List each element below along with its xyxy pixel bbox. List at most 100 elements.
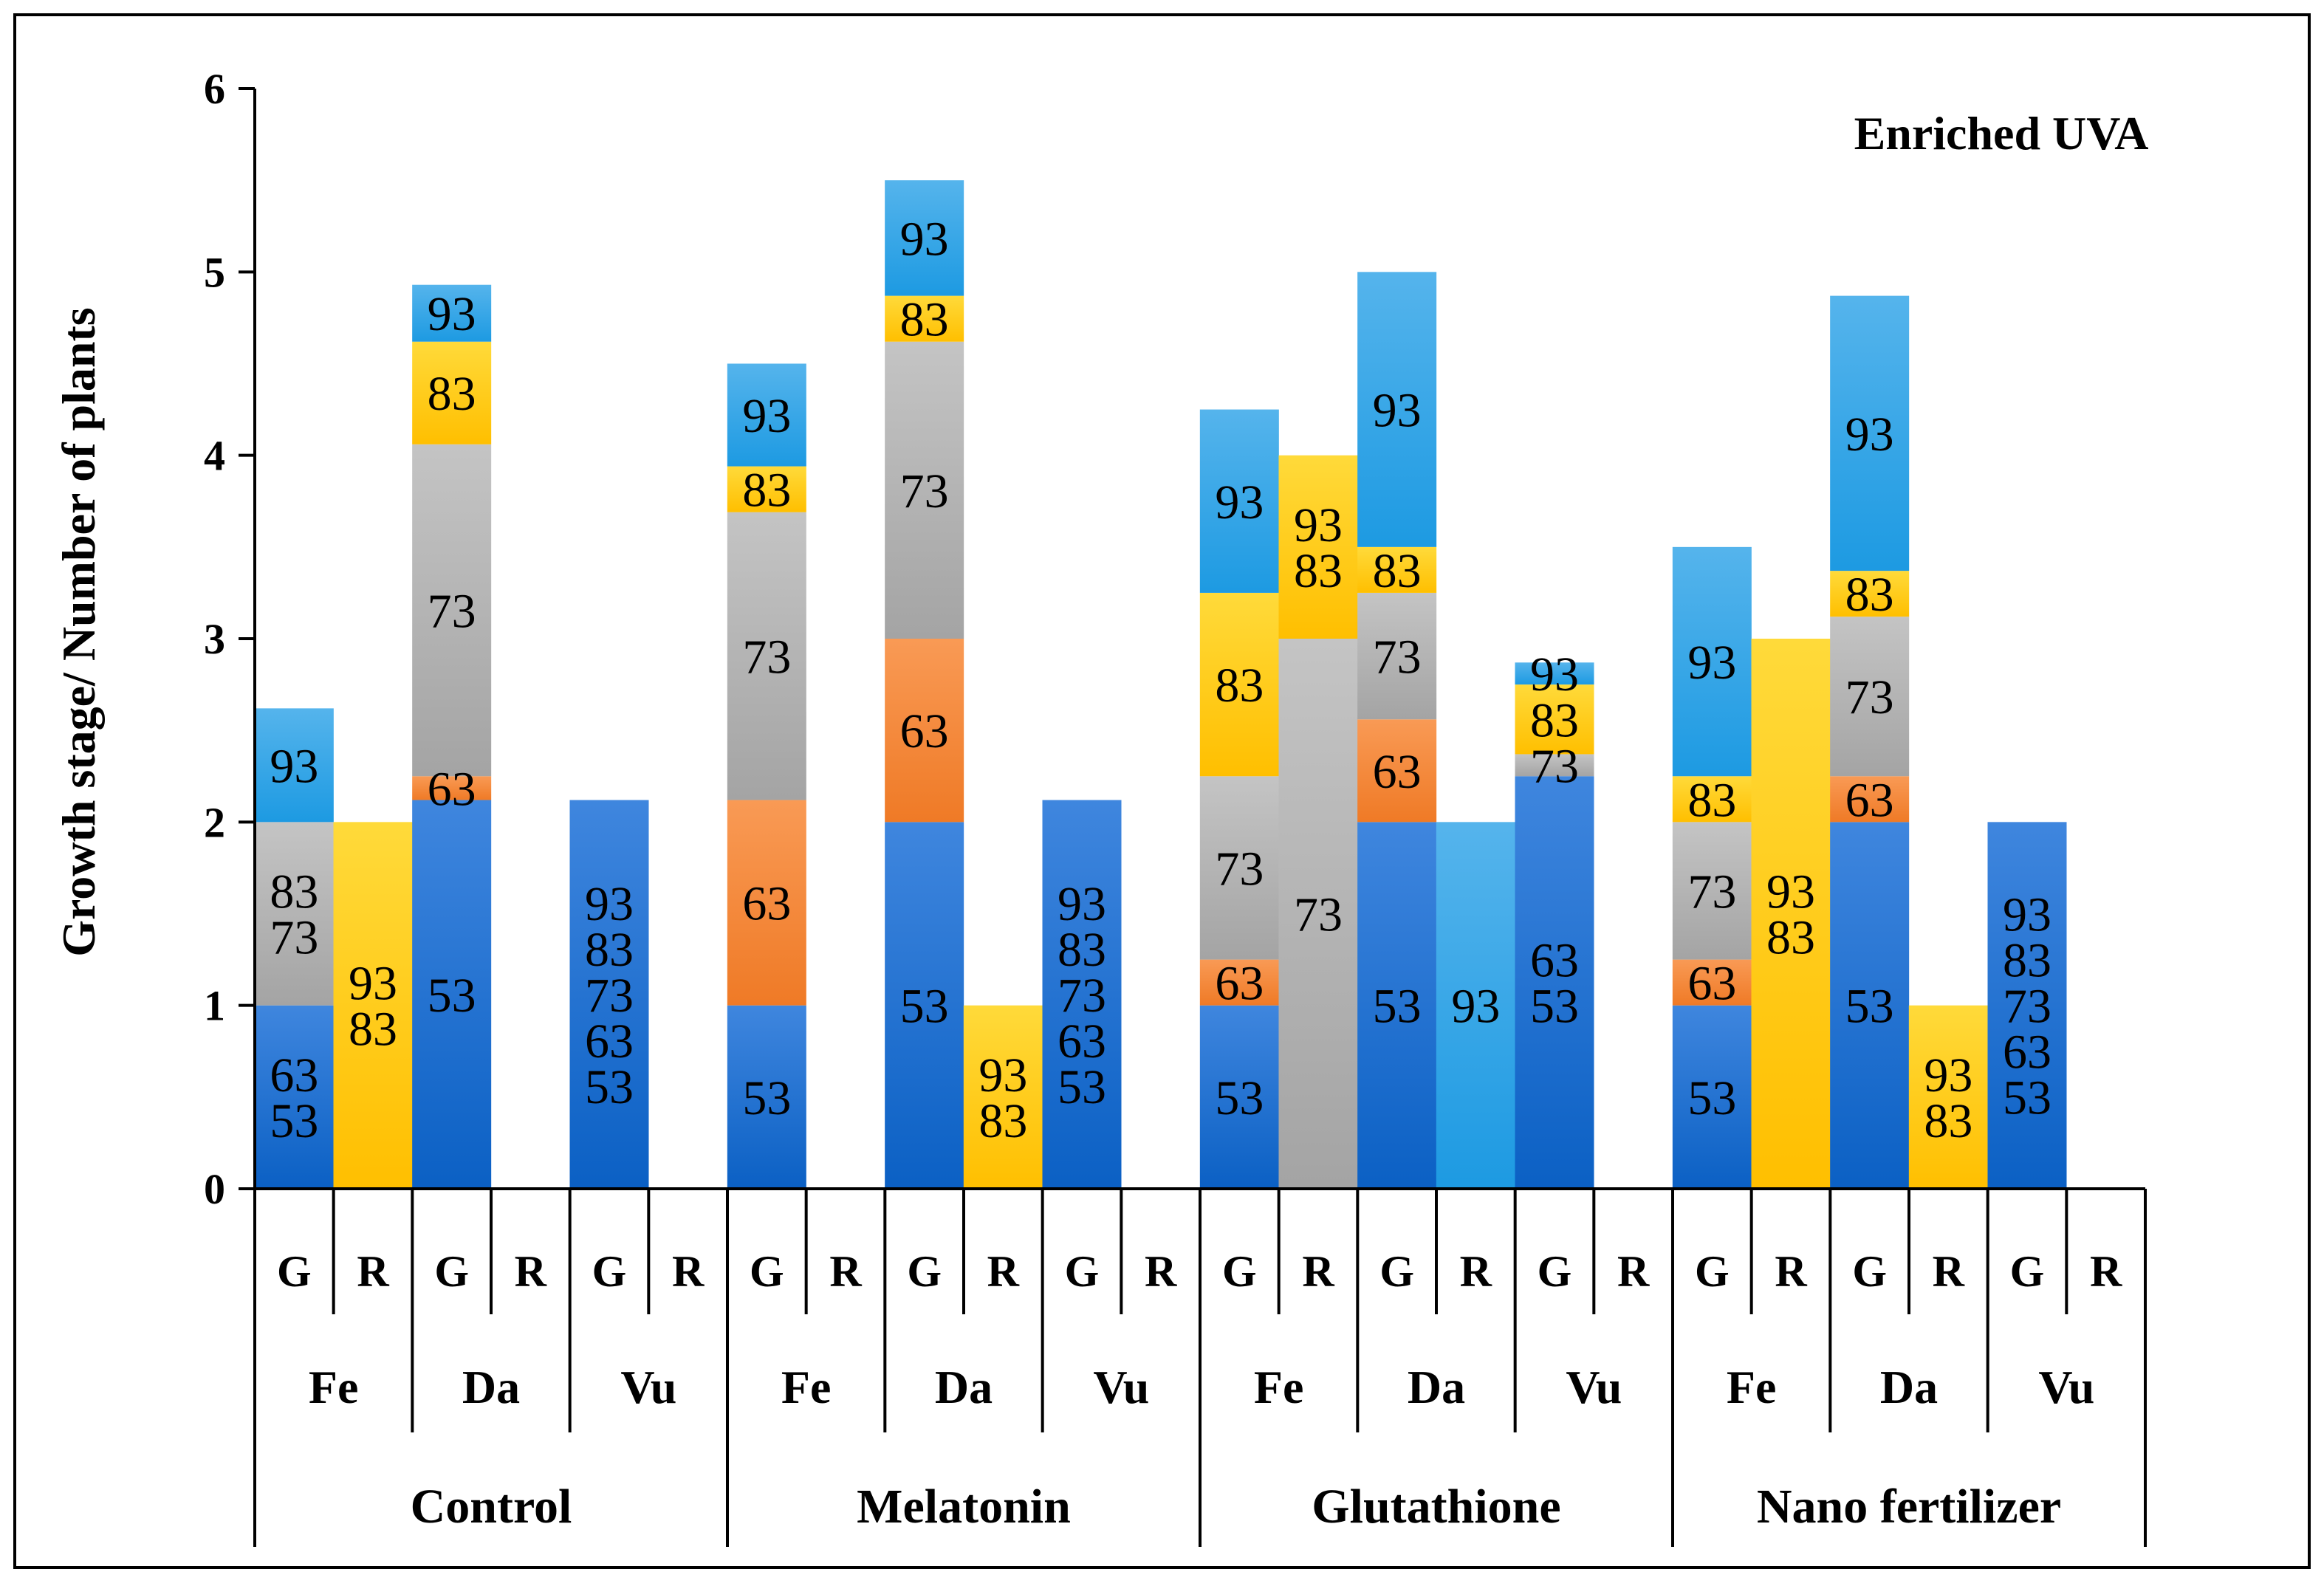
data-label: 83	[1766, 911, 1815, 965]
bar-segment-73	[885, 341, 964, 639]
data-label: 73	[742, 631, 791, 684]
data-label: 83	[1845, 568, 1894, 622]
bar-segment-93	[1199, 409, 1279, 593]
x-tick-label: R	[987, 1247, 1020, 1296]
data-label: 53	[1845, 980, 1894, 1034]
y-axis-title: Growth stage/ Number of plants	[52, 307, 105, 956]
data-label: 73	[1058, 969, 1106, 1023]
bar-segment-63	[1830, 776, 1910, 823]
x-tick-label: G	[1065, 1247, 1100, 1296]
data-label: 93	[1215, 476, 1264, 529]
bar-segment-83	[333, 822, 413, 1189]
x-tick-label: R	[2090, 1247, 2122, 1296]
group-label: Da	[1880, 1361, 1938, 1413]
data-label: 83	[1530, 693, 1579, 747]
treatment-label: Melatonin	[857, 1480, 1071, 1534]
data-label: 53	[900, 980, 949, 1034]
x-tick-label: G	[1379, 1247, 1414, 1296]
bar-segment-93	[1357, 272, 1437, 547]
bar-segment-93	[1672, 546, 1752, 777]
chart-frame	[13, 13, 2311, 1569]
x-tick-label: G	[1695, 1247, 1730, 1296]
treatment-label: Control	[411, 1480, 572, 1534]
bar-segment-53	[1042, 800, 1122, 1189]
data-label: 53	[1215, 1071, 1264, 1125]
bar-segment-73	[727, 512, 806, 800]
data-label: 83	[2003, 934, 2052, 988]
data-label: 73	[1845, 670, 1894, 724]
data-label: 53	[742, 1071, 791, 1125]
data-label: 83	[1373, 544, 1422, 598]
data-label: 63	[585, 1015, 634, 1068]
data-label: 83	[1687, 773, 1736, 827]
data-label: 63	[270, 1048, 318, 1102]
data-label: 73	[1215, 842, 1264, 896]
bar-segment-83	[1199, 592, 1279, 777]
bar-segment-73	[1278, 639, 1358, 1189]
data-label: 73	[270, 911, 318, 965]
data-label: 93	[1451, 980, 1500, 1034]
bar-segment-53	[1987, 822, 2067, 1189]
treatment-label: Glutathione	[1312, 1480, 1560, 1534]
data-label: 63	[1215, 957, 1264, 1011]
data-label: 63	[428, 762, 476, 816]
data-label: 53	[428, 969, 476, 1023]
bar-segment-53	[1672, 1005, 1752, 1189]
data-label: 83	[742, 464, 791, 518]
bar-segment-63	[727, 800, 806, 1006]
data-label: 63	[1058, 1015, 1106, 1068]
data-label: 93	[900, 212, 949, 266]
group-label: Da	[935, 1361, 993, 1413]
data-label: 63	[1373, 745, 1422, 799]
bar-segment-53	[727, 1005, 806, 1189]
data-label: 53	[1530, 980, 1579, 1034]
data-label: 63	[2003, 1026, 2052, 1079]
x-tick-label: R	[1302, 1247, 1334, 1296]
bar-segment-93	[1515, 662, 1594, 685]
group-label: Da	[1408, 1361, 1465, 1413]
data-label: 93	[428, 287, 476, 341]
bar-segment-93	[412, 284, 492, 342]
y-tick-label: 5	[204, 248, 225, 296]
data-label: 93	[2003, 888, 2052, 942]
bar-segment-53	[885, 822, 964, 1189]
x-tick-label: G	[277, 1247, 312, 1296]
data-label: 53	[2003, 1071, 2052, 1125]
bars-layer	[254, 180, 2067, 1189]
data-label: 83	[1058, 923, 1106, 977]
data-label: 53	[270, 1094, 318, 1148]
data-label: 83	[900, 293, 949, 347]
bar-segment-93	[727, 363, 806, 467]
data-label: 93	[1058, 877, 1106, 931]
data-label: 93	[978, 1048, 1027, 1102]
data-label: 53	[1373, 980, 1422, 1034]
data-label: 63	[1687, 957, 1736, 1011]
data-label: 63	[1530, 934, 1579, 988]
data-label: 93	[742, 389, 791, 443]
bar-segment-53	[1199, 1005, 1279, 1189]
bar-segment-83	[1672, 776, 1752, 823]
bar-segment-93	[885, 180, 964, 296]
bar-segment-83	[1908, 1005, 1988, 1189]
data-label: 73	[1294, 888, 1343, 942]
x-tick-label: G	[1538, 1247, 1572, 1296]
bar-segment-53	[254, 1005, 334, 1189]
data-label: 73	[1373, 631, 1422, 684]
bar-segment-73	[1357, 592, 1437, 720]
bar-segment-83	[885, 295, 964, 342]
bar-segment-73	[254, 822, 334, 1006]
data-label: 93	[1845, 408, 1894, 461]
bar-segment-63	[1199, 959, 1279, 1006]
bar-segment-73	[1199, 776, 1279, 960]
x-tick-label: R	[1775, 1247, 1807, 1296]
bar-segment-73	[1830, 617, 1910, 777]
bar-segment-93	[254, 708, 334, 823]
data-label: 83	[978, 1094, 1027, 1148]
data-label: 93	[1373, 384, 1422, 438]
data-label: 93	[585, 877, 634, 931]
bar-segment-63	[1357, 719, 1437, 823]
data-label: 73	[900, 464, 949, 518]
chart-title: Enriched UVA	[1854, 107, 2149, 159]
group-label: Fe	[1727, 1361, 1777, 1413]
